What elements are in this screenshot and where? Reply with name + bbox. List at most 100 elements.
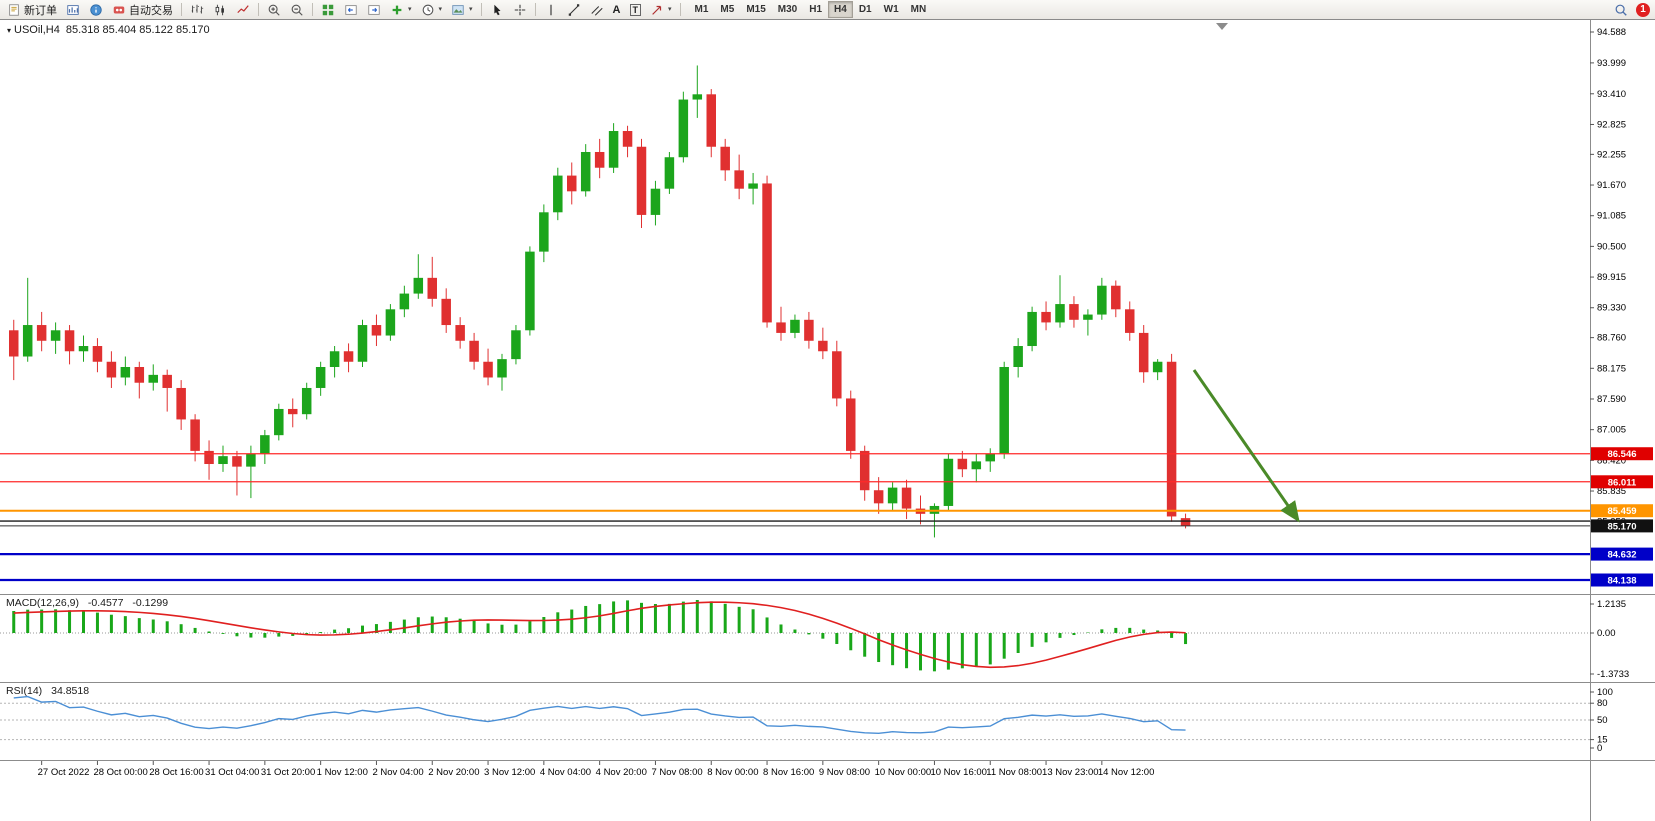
chart-back-button[interactable]	[340, 1, 362, 18]
timeframe-button[interactable]: H4	[828, 1, 853, 18]
chart-canvas[interactable]: 94.588 93.999 93.410 92.825 92.255 91.670 91.0…	[0, 20, 1655, 821]
chevron-down-icon: ▾	[668, 6, 672, 13]
line-chart-mode-button[interactable]	[232, 1, 254, 18]
timeframe-button[interactable]: M15	[740, 1, 771, 18]
cursor-icon	[493, 4, 501, 15]
svg-text:28 Oct 00:00: 28 Oct 00:00	[93, 767, 147, 778]
crosshair-button[interactable]	[509, 1, 531, 18]
svg-text:90.500: 90.500	[1597, 241, 1626, 252]
svg-text:11 Nov 08:00: 11 Nov 08:00	[986, 767, 1042, 778]
chevron-down-icon: ▾	[408, 6, 412, 13]
community-button[interactable]	[85, 1, 107, 18]
vertical-line-icon	[549, 4, 552, 15]
svg-text:86.420: 86.420	[1597, 455, 1626, 466]
chart-forward-button[interactable]	[363, 1, 385, 18]
zoom-out-button[interactable]	[286, 1, 308, 18]
toolbar-separator	[679, 3, 681, 16]
crosshair-icon	[514, 4, 525, 15]
svg-text:88.760: 88.760	[1597, 333, 1626, 344]
svg-text:93.999: 93.999	[1597, 58, 1626, 69]
text-tool-label: A	[612, 3, 621, 16]
svg-text:27 Oct 2022: 27 Oct 2022	[38, 767, 90, 778]
auto-trading-label: 自动交易	[129, 4, 173, 17]
svg-text:1.2135: 1.2135	[1597, 599, 1626, 610]
text-label-tool-button[interactable]: T	[626, 1, 646, 18]
svg-text:1 Nov 12:00: 1 Nov 12:00	[317, 767, 368, 778]
objects-dropdown-button[interactable]: ▾	[646, 1, 676, 18]
svg-text:0: 0	[1597, 743, 1602, 754]
svg-text:85.835: 85.835	[1597, 486, 1626, 497]
vertical-line-tool-button[interactable]	[540, 1, 562, 18]
auto-trading-button[interactable]: 自动交易	[108, 1, 177, 18]
template-icon	[452, 4, 464, 15]
chart-window-icon	[67, 4, 79, 15]
svg-text:80: 80	[1597, 698, 1608, 709]
chevron-down-icon: ▾	[469, 6, 473, 13]
svg-text:86.011: 86.011	[1608, 477, 1637, 488]
clock-icon	[422, 4, 433, 15]
toolbar-separator	[534, 3, 536, 16]
new-order-button[interactable]: 新订单	[3, 1, 61, 18]
cursor-button[interactable]	[486, 1, 508, 18]
svg-text:91.670: 91.670	[1597, 180, 1626, 191]
add-indicator-icon	[392, 5, 402, 14]
chevron-down-icon: ▾	[438, 6, 443, 13]
template-button[interactable]: ▾	[447, 1, 477, 18]
svg-text:9 Nov 08:00: 9 Nov 08:00	[819, 767, 870, 778]
timeframe-group: M1 M5 M15 M30 H1 H4 D1 W1 MN	[689, 1, 933, 18]
search-icon	[1615, 4, 1627, 16]
svg-text:84.138: 84.138	[1607, 576, 1636, 587]
new-order-label: 新订单	[24, 4, 57, 17]
bar-chart-mode-button[interactable]	[186, 1, 208, 18]
svg-text:89.915: 89.915	[1597, 272, 1626, 283]
notification-count: 1	[1640, 4, 1646, 15]
timeframe-button[interactable]: D1	[853, 1, 878, 18]
text-label-tool-label: T	[629, 3, 641, 16]
svg-text:13 Nov 23:00: 13 Nov 23:00	[1042, 767, 1099, 778]
chart-window-button[interactable]	[62, 1, 84, 18]
svg-text:87.590: 87.590	[1597, 394, 1626, 405]
trendline-tool-button[interactable]	[563, 1, 585, 18]
periods-button[interactable]: ▾	[417, 1, 447, 18]
timeframe-button[interactable]: M1	[689, 1, 715, 18]
svg-text:28 Oct 16:00: 28 Oct 16:00	[149, 767, 203, 778]
chart-forward-icon	[368, 4, 380, 15]
notification-badge[interactable]: 1	[1636, 2, 1650, 17]
svg-text:0.00: 0.00	[1597, 628, 1616, 639]
candlestick-mode-button[interactable]	[209, 1, 231, 18]
svg-text:50: 50	[1597, 715, 1608, 726]
svg-text:8 Nov 16:00: 8 Nov 16:00	[763, 767, 814, 778]
svg-text:10 Nov 16:00: 10 Nov 16:00	[930, 767, 987, 778]
timeframe-button[interactable]: W1	[878, 1, 905, 18]
timeframe-button[interactable]: MN	[905, 1, 933, 18]
arrow-object-icon	[652, 5, 662, 15]
svg-text:31 Oct 04:00: 31 Oct 04:00	[205, 767, 259, 778]
svg-text:14 Nov 12:00: 14 Nov 12:00	[1098, 767, 1155, 778]
zoom-out-icon	[291, 4, 303, 16]
timeframe-button[interactable]: M30	[772, 1, 803, 18]
timeframe-button[interactable]: M5	[714, 1, 740, 18]
svg-text:2 Nov 20:00: 2 Nov 20:00	[428, 767, 479, 778]
community-icon	[90, 3, 102, 16]
add-indicator-button[interactable]: ▾	[386, 1, 416, 18]
zoom-in-button[interactable]	[263, 1, 285, 18]
svg-text:8 Nov 00:00: 8 Nov 00:00	[707, 767, 758, 778]
svg-text:31 Oct 20:00: 31 Oct 20:00	[261, 767, 315, 778]
toolbar-separator	[258, 3, 259, 16]
svg-text:4 Nov 20:00: 4 Nov 20:00	[596, 767, 647, 778]
timeframe-button[interactable]: H1	[803, 1, 828, 18]
tile-windows-icon	[322, 4, 334, 15]
search-button[interactable]	[1610, 1, 1632, 18]
bar-chart-icon	[191, 4, 204, 13]
svg-text:3 Nov 12:00: 3 Nov 12:00	[484, 767, 535, 778]
new-order-icon	[9, 3, 19, 16]
tile-windows-button[interactable]	[317, 1, 339, 18]
channel-tool-button[interactable]	[586, 1, 608, 18]
text-tool-button[interactable]: A	[609, 1, 625, 18]
svg-text:10 Nov 00:00: 10 Nov 00:00	[875, 767, 932, 778]
svg-text:88.175: 88.175	[1597, 363, 1626, 374]
svg-text:15: 15	[1597, 735, 1608, 746]
svg-text:100: 100	[1597, 687, 1613, 698]
svg-text:86.546: 86.546	[1607, 449, 1636, 460]
